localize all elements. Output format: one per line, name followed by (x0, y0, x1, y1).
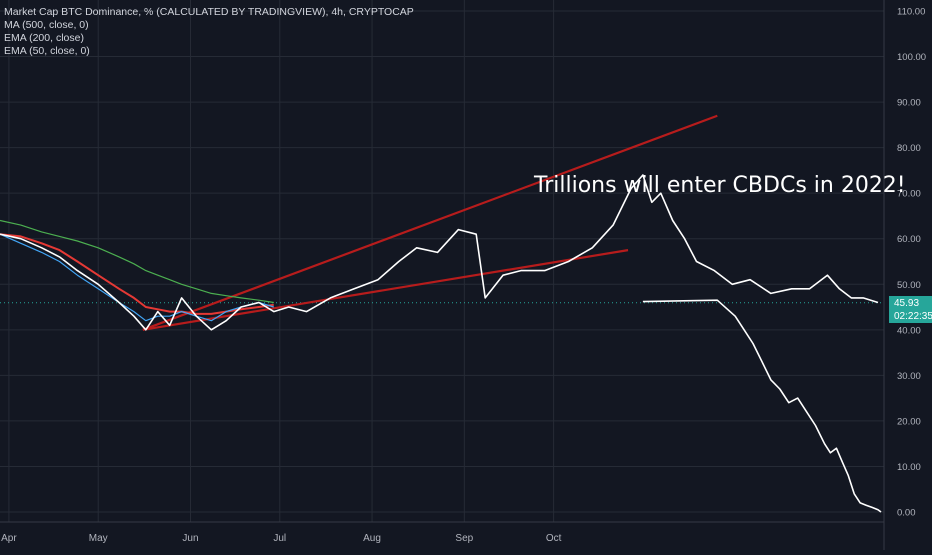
legend-ma500[interactable]: MA (500, close, 0) (4, 19, 89, 31)
trendline (142, 114, 718, 331)
last-price-value: 45.93 (894, 298, 920, 309)
x-tick-label: Apr (1, 533, 17, 544)
x-tick-label: Jun (182, 533, 198, 544)
series (0, 174, 882, 513)
x-tick-label: Aug (363, 533, 381, 544)
trendline (142, 249, 629, 331)
y-tick-label: 80.00 (897, 143, 921, 154)
y-tick-label: 60.00 (897, 234, 921, 245)
y-tick-label: 40.00 (897, 325, 921, 336)
ema50-line (0, 233, 274, 322)
projection-line (642, 299, 882, 513)
grid (0, 0, 884, 522)
y-tick-label: 100.00 (897, 52, 926, 63)
price-line (0, 174, 879, 331)
y-tick-label: 20.00 (897, 416, 921, 427)
ma500-line (0, 219, 274, 304)
y-tick-label: 0.00 (897, 508, 916, 519)
legend-ema200[interactable]: EMA (200, close) (4, 32, 84, 44)
x-tick-label: Oct (546, 533, 562, 544)
legend-ema50[interactable]: EMA (50, close, 0) (4, 45, 90, 57)
trendlines (142, 114, 718, 331)
y-tick-label: 50.00 (897, 280, 921, 291)
y-tick-label: 30.00 (897, 371, 921, 382)
legend-title[interactable]: Market Cap BTC Dominance, % (CALCULATED … (4, 6, 414, 18)
bar-countdown: 02:22:35 (894, 311, 932, 322)
ema200-line (0, 233, 274, 315)
y-tick-label: 90.00 (897, 98, 921, 109)
last-price-tag: 45.93 02:22:35 (889, 296, 932, 323)
x-tick-label: Sep (455, 533, 473, 544)
x-tick-label: May (89, 533, 108, 544)
y-tick-label: 110.00 (897, 7, 925, 18)
chart-legend: Market Cap BTC Dominance, % (CALCULATED … (4, 6, 414, 58)
chart-annotation: Trillions will enter CBDCs in 2022! (534, 173, 906, 198)
x-tick-label: Jul (273, 533, 286, 544)
y-tick-label: 70.00 (897, 189, 921, 200)
y-tick-label: 10.00 (897, 462, 921, 473)
